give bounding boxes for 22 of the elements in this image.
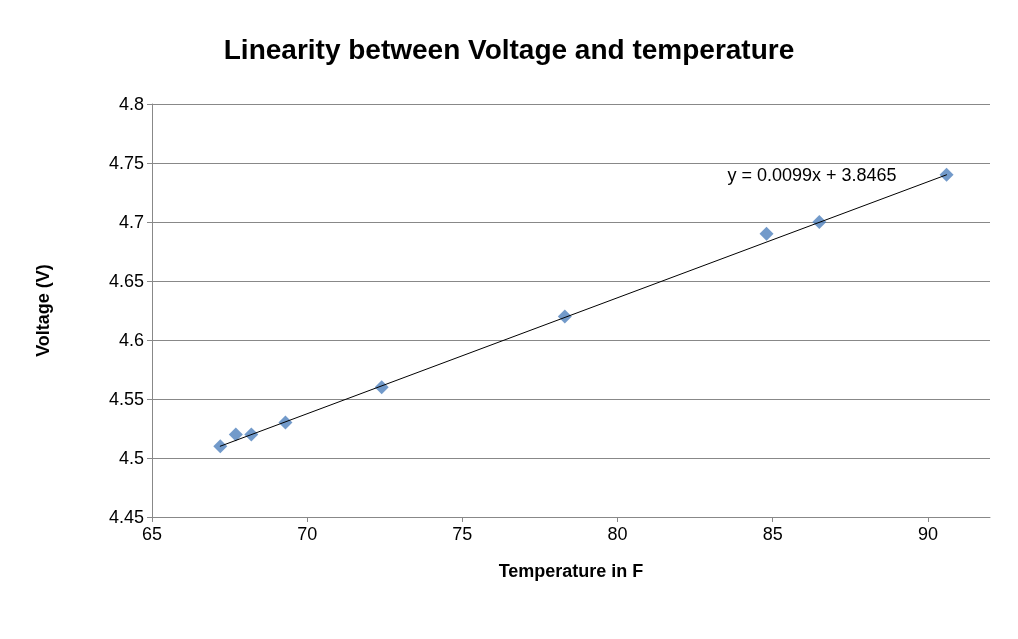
point <box>213 439 228 454</box>
y-tick-label: 4.55 <box>108 389 144 409</box>
x-tick-label: 65 <box>141 524 163 544</box>
chart-title: Linearity between Voltage and temperature <box>223 33 795 65</box>
y-tick-label: 4.65 <box>108 271 144 291</box>
y-tick-label: 4.75 <box>108 153 144 173</box>
y-tick-label: 4.6 <box>118 330 144 350</box>
annotation: y = 0.0099x + 3.8465 <box>727 165 897 185</box>
point <box>228 427 243 442</box>
x-axis-title: Temperature in F <box>498 561 644 581</box>
point <box>939 167 954 182</box>
y-tick-label: 4.8 <box>118 94 144 114</box>
x-tick-label: 70 <box>297 524 318 544</box>
x-tick-label: 80 <box>607 524 628 544</box>
y-tick-label: 4.7 <box>118 212 144 232</box>
y-tick-label: 4.45 <box>108 507 144 527</box>
y-axis-title: Voltage (V) <box>33 264 53 357</box>
x-tick-label: 85 <box>762 524 783 544</box>
y-tick-label: 4.5 <box>118 448 144 468</box>
point <box>759 226 774 241</box>
x-tick-label: 75 <box>452 524 473 544</box>
x-tick-label: 90 <box>917 524 938 544</box>
